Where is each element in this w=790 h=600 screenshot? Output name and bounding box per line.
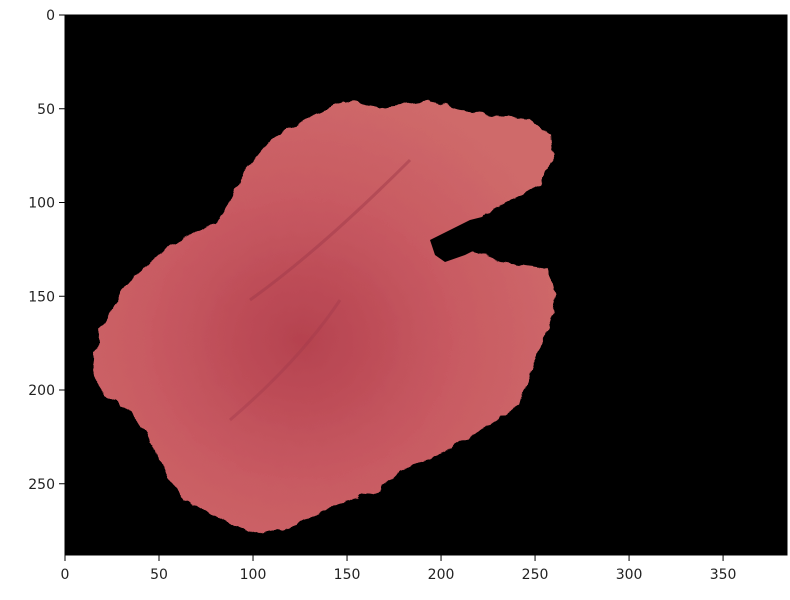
y-tick-label: 150 — [28, 289, 55, 305]
lesion-vein-1 — [249, 158, 412, 302]
x-tick-label: 100 — [240, 567, 267, 583]
y-tick-label: 250 — [28, 477, 55, 493]
x-tick-label: 200 — [428, 567, 455, 583]
y-tick-label: 50 — [37, 102, 55, 118]
lesion-region — [92, 100, 558, 535]
y-tick-label: 100 — [28, 196, 55, 212]
x-tick-label: 250 — [522, 567, 549, 583]
x-tick-label: 0 — [61, 567, 70, 583]
y-tick-label: 0 — [46, 8, 55, 24]
lesion-vein-2 — [229, 299, 342, 422]
lesion-notch — [430, 210, 520, 262]
axes-frame — [64, 14, 788, 556]
x-tick-label: 50 — [150, 567, 168, 583]
x-tick-label: 150 — [334, 567, 361, 583]
y-axis: 0 50 100 150 200 250 — [28, 8, 65, 493]
x-axis: 0 50 100 150 200 250 300 350 — [61, 555, 737, 583]
x-tick-label: 350 — [710, 567, 737, 583]
x-tick-label: 300 — [616, 567, 643, 583]
y-tick-label: 200 — [28, 383, 55, 399]
